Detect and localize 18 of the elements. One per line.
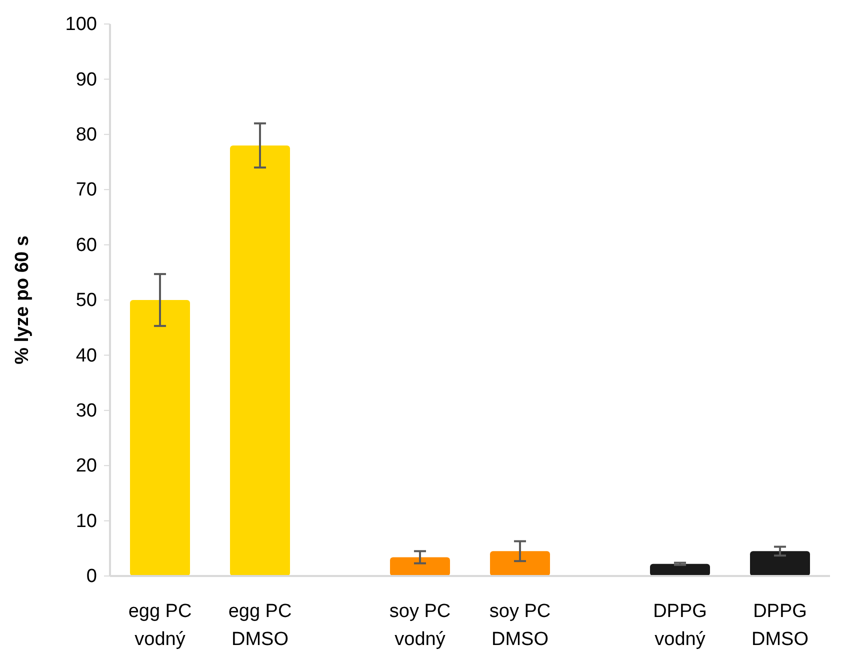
y-tick-label: 10 xyxy=(76,510,97,532)
y-tick-label: 20 xyxy=(76,456,97,477)
x-tick-label: DPPG vodný xyxy=(653,601,707,650)
y-axis-title: % lyze po 60 s xyxy=(12,236,33,364)
y-tick-label: 50 xyxy=(76,290,97,312)
y-tick-label: 60 xyxy=(76,234,97,256)
x-tick-label: soy PC DMSO xyxy=(489,601,551,650)
x-tick-label: egg PC DMSO xyxy=(228,601,292,650)
y-tick-label: 70 xyxy=(76,180,97,201)
x-tick-label: soy PC vodný xyxy=(389,601,451,650)
y-tick-label: 0 xyxy=(86,566,97,588)
y-tick-label: 30 xyxy=(76,400,97,422)
y-tick-label: 80 xyxy=(76,124,97,146)
y-tick-label: 40 xyxy=(76,345,97,366)
x-tick-label: DPPG DMSO xyxy=(752,601,808,650)
y-tick-label: 90 xyxy=(76,69,97,90)
x-tick-label: egg PC vodný xyxy=(128,601,192,650)
y-tick-label: 100 xyxy=(65,14,97,36)
